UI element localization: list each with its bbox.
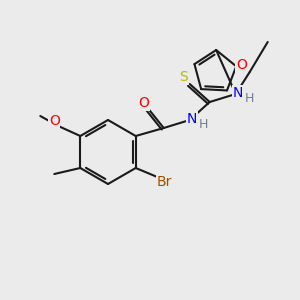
Text: Br: Br <box>157 175 172 189</box>
Text: N: N <box>187 112 197 126</box>
Text: O: O <box>49 114 60 128</box>
Text: N: N <box>232 86 243 100</box>
Text: H: H <box>199 118 208 130</box>
Text: O: O <box>236 58 247 72</box>
Text: S: S <box>179 70 188 84</box>
Text: H: H <box>245 92 254 104</box>
Text: O: O <box>138 96 149 110</box>
